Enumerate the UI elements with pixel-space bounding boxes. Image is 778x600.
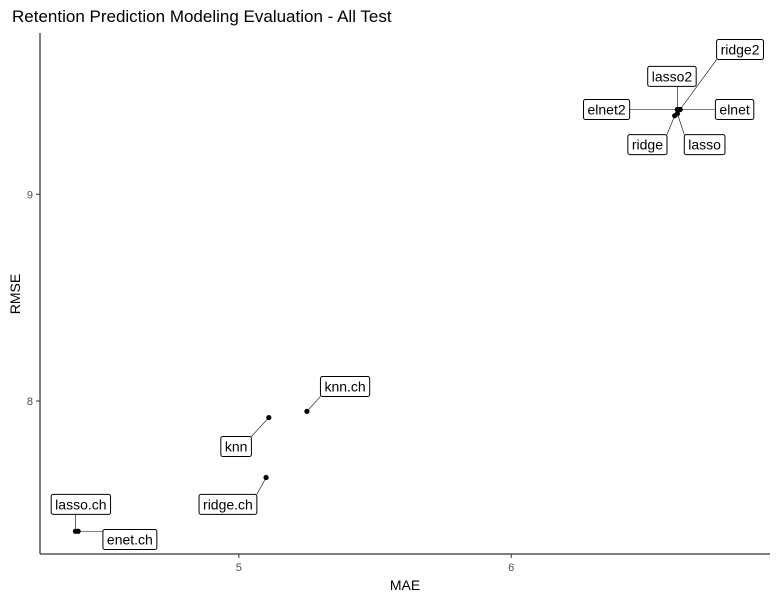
point-label-lasso: lasso (683, 134, 726, 156)
point-label-ridge: ridge (627, 134, 668, 156)
axes (39, 33, 770, 555)
x-axis-title: MAE (390, 577, 420, 593)
x-tick-label: 5 (236, 562, 242, 574)
data-point-knn (266, 414, 272, 421)
label-text: elnet2 (587, 101, 625, 117)
y-tick-label: 9 (27, 189, 33, 201)
point-label-knn: knn (220, 435, 252, 457)
label-text: knn (225, 438, 248, 454)
label-box (683, 134, 726, 156)
data-point-elnet (677, 106, 683, 113)
chart-title: Retention Prediction Modeling Evaluation… (12, 7, 392, 26)
leader-line (251, 417, 270, 437)
label-box (220, 435, 252, 457)
label-text: ridge2 (721, 42, 760, 58)
label-box (627, 134, 668, 156)
label-text: ridge.ch (203, 496, 253, 512)
label-box (647, 65, 697, 87)
label-box (319, 376, 371, 398)
label-text: lasso (688, 137, 721, 153)
point-label-ridge2: ridge2 (716, 39, 764, 61)
label-text: elnet (719, 101, 749, 117)
point-label-ridge-ch: ridge.ch (198, 493, 258, 515)
leader-line (666, 115, 675, 135)
point-label-enet-ch: enet.ch (102, 529, 158, 551)
label-text: lasso2 (652, 68, 693, 84)
label-box (198, 493, 258, 515)
leader-line (679, 59, 717, 110)
y-axis-title: RMSE (7, 274, 23, 314)
point-label-lasso2: lasso2 (647, 65, 697, 87)
point-label-knn-ch: knn.ch (319, 376, 371, 398)
data-point-lasso (674, 111, 680, 117)
point-label-elnet: elnet (714, 98, 755, 120)
label-text: knn.ch (324, 379, 365, 395)
x-tick-label: 6 (508, 562, 514, 574)
leader-lines (75, 59, 717, 532)
data-point-knn-ch (304, 408, 310, 414)
label-box (102, 529, 158, 551)
label-box (714, 98, 755, 120)
data-point-ridge-ch (263, 474, 269, 481)
point-label-elnet2: elnet2 (582, 98, 631, 120)
label-text: enet.ch (107, 532, 153, 548)
leader-line (306, 396, 321, 412)
label-box (582, 98, 631, 120)
point-label-lasso-ch: lasso.ch (50, 493, 112, 515)
ticks: 5 6 8 9 (27, 189, 514, 574)
label-text: lasso.ch (55, 496, 106, 512)
label-text: ridge (632, 137, 663, 153)
y-tick-label: 8 (27, 396, 33, 408)
data-points (72, 106, 683, 534)
point-labels: ridge2 lasso2 elnet2 elnet ridge lasso knn.ch k… (50, 39, 764, 551)
leader-line (677, 113, 685, 135)
label-box (716, 39, 764, 61)
label-box (50, 493, 112, 515)
leader-line (256, 477, 267, 495)
data-point-enet-ch (75, 528, 81, 534)
